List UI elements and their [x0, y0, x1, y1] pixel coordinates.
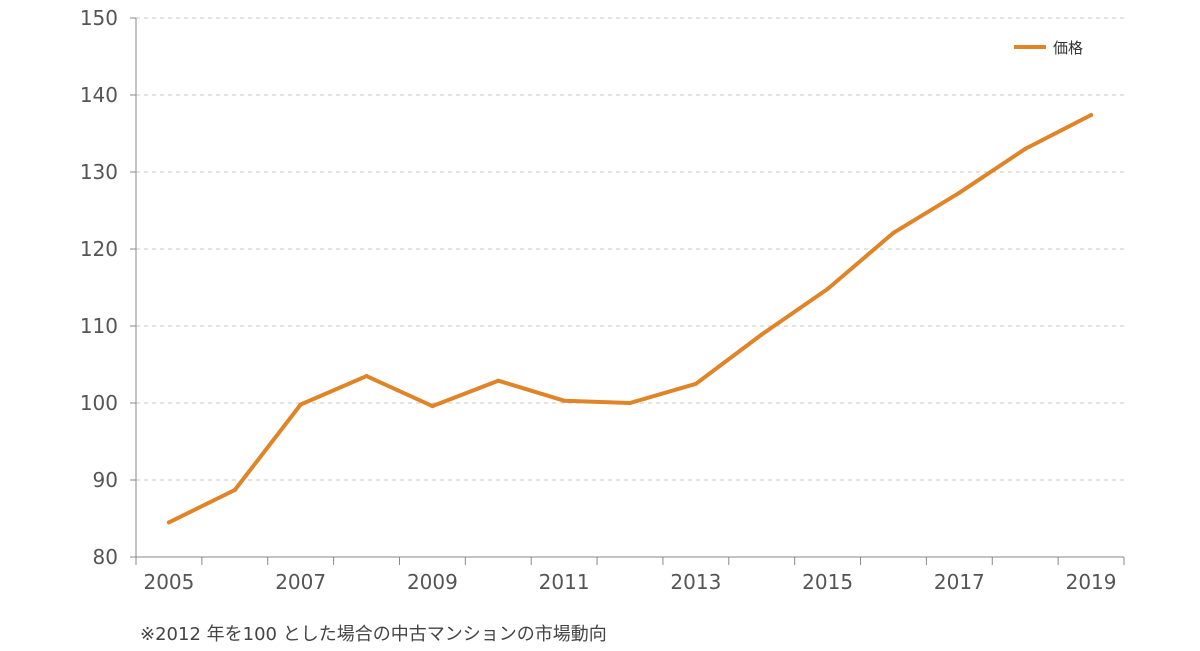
data-point-2015 [825, 287, 830, 292]
data-point-2013 [693, 381, 698, 386]
data-point-2007 [298, 402, 303, 407]
y-tick-label-150: 150 [80, 6, 118, 30]
y-tick-label-120: 120 [80, 237, 118, 261]
data-point-2008 [364, 374, 369, 379]
data-point-2011 [562, 398, 567, 403]
data-point-2006 [232, 488, 237, 493]
legend: 価格 [1014, 39, 1083, 57]
data-point-2019 [1089, 113, 1094, 118]
x-tick-label-2015: 2015 [802, 570, 853, 594]
x-axis-ticks: 2005 2007 2009 2011 2013 2015 2017 2019 [143, 570, 1116, 594]
y-tick-label-100: 100 [80, 391, 118, 415]
data-point-2014 [759, 332, 764, 337]
axes [130, 17, 1125, 565]
data-point-2010 [496, 378, 501, 383]
y-tick-label-130: 130 [80, 160, 118, 184]
x-tick-label-2011: 2011 [539, 570, 590, 594]
series-line-0 [166, 113, 1094, 525]
data-point-2017 [957, 190, 962, 195]
y-axis-ticks: 80 90 100 110 120 130 140 150 [80, 6, 118, 569]
x-tick-label-2007: 2007 [275, 570, 326, 594]
x-tick-label-2009: 2009 [407, 570, 458, 594]
data-point-2012 [628, 401, 632, 405]
legend-label-price: 価格 [1053, 39, 1083, 57]
y-tick-label-110: 110 [80, 314, 118, 338]
x-tick-label-2005: 2005 [143, 570, 194, 594]
x-tick-label-2013: 2013 [670, 570, 721, 594]
y-tick-label-90: 90 [93, 468, 118, 492]
grid-lines [136, 17, 1124, 481]
footnote: ※2012 年を100 とした場合の中古マンションの市場動向 [140, 624, 607, 645]
data-point-2018 [1023, 146, 1028, 151]
y-tick-label-80: 80 [93, 545, 118, 569]
series-layer [166, 113, 1094, 525]
data-point-2016 [891, 230, 896, 235]
y-tick-label-140: 140 [80, 83, 118, 107]
x-tick-label-2017: 2017 [934, 570, 985, 594]
data-point-2005 [166, 520, 171, 525]
data-point-2009 [430, 404, 435, 409]
x-tick-label-2019: 2019 [1066, 570, 1117, 594]
